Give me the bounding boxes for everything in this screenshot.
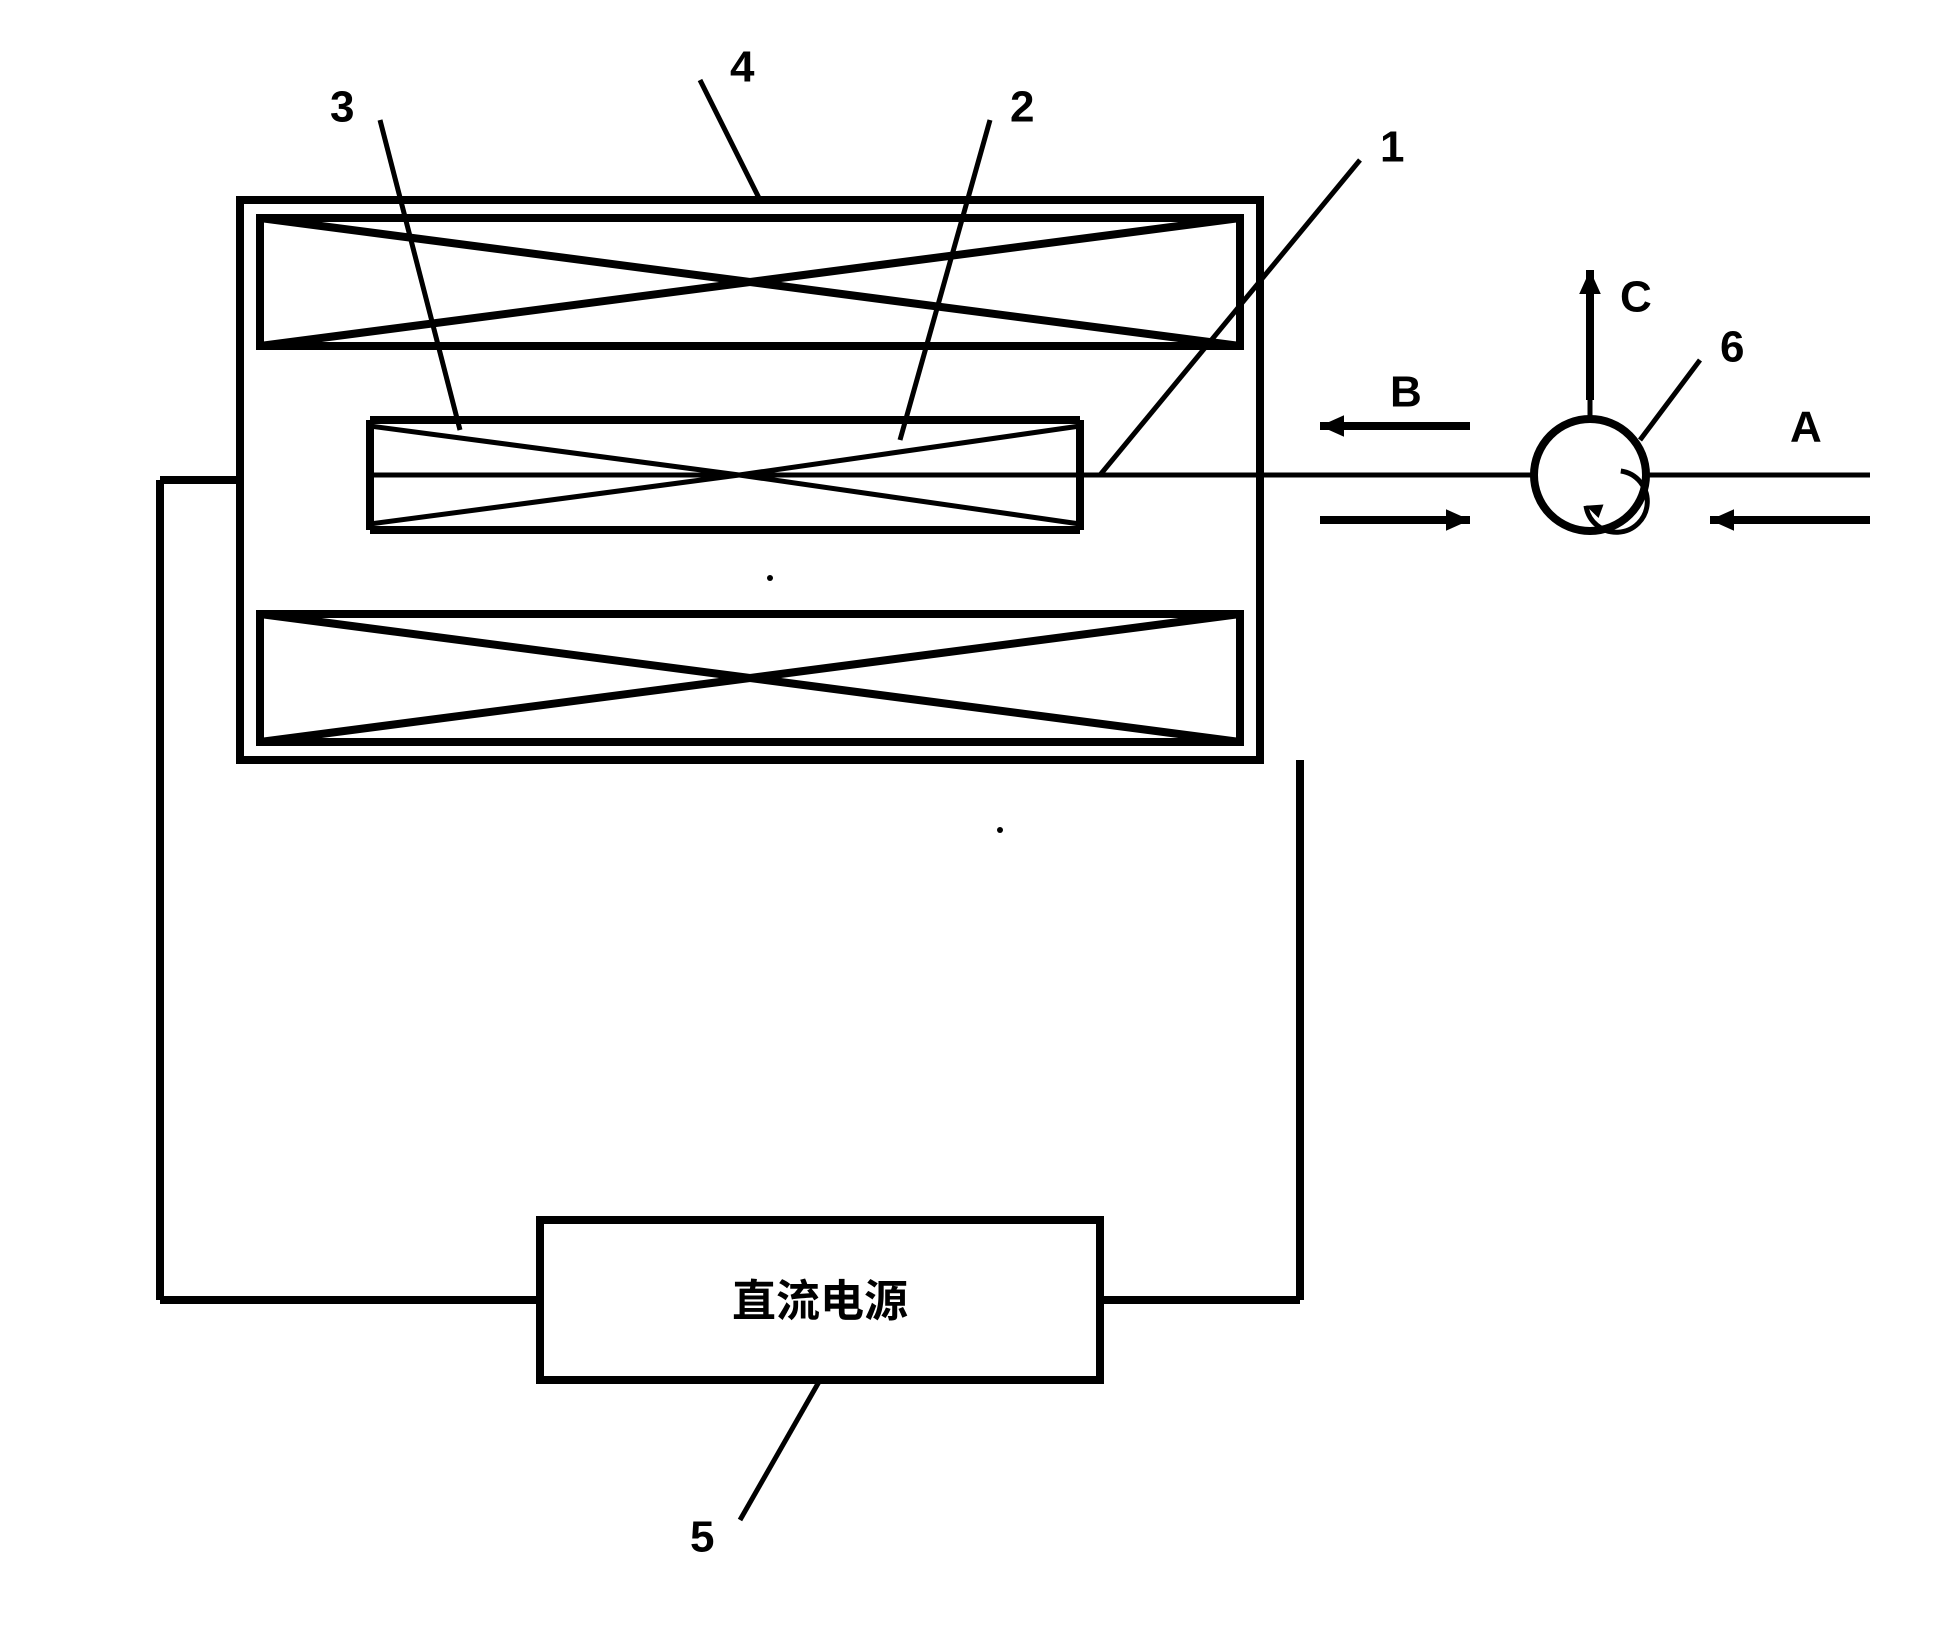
leader-L3 bbox=[380, 120, 460, 430]
leader-L2 bbox=[900, 120, 990, 440]
svg-text:B: B bbox=[1390, 368, 1422, 417]
svg-text:4: 4 bbox=[730, 43, 755, 92]
schematic-diagram: 直流电源 3 4 2 1 6 5 A B C bbox=[0, 0, 1944, 1648]
leader-L5 bbox=[740, 1380, 820, 1520]
svg-text:6: 6 bbox=[1720, 323, 1744, 372]
svg-text:C: C bbox=[1620, 273, 1652, 322]
leader-L6 bbox=[1640, 360, 1700, 440]
svg-text:5: 5 bbox=[690, 1513, 714, 1562]
leader-L4 bbox=[700, 80, 760, 200]
psu-label: 直流电源 bbox=[732, 1265, 908, 1329]
svg-text:3: 3 bbox=[330, 83, 354, 132]
svg-text:A: A bbox=[1790, 403, 1822, 452]
svg-text:2: 2 bbox=[1010, 83, 1034, 132]
svg-text:1: 1 bbox=[1380, 123, 1404, 172]
